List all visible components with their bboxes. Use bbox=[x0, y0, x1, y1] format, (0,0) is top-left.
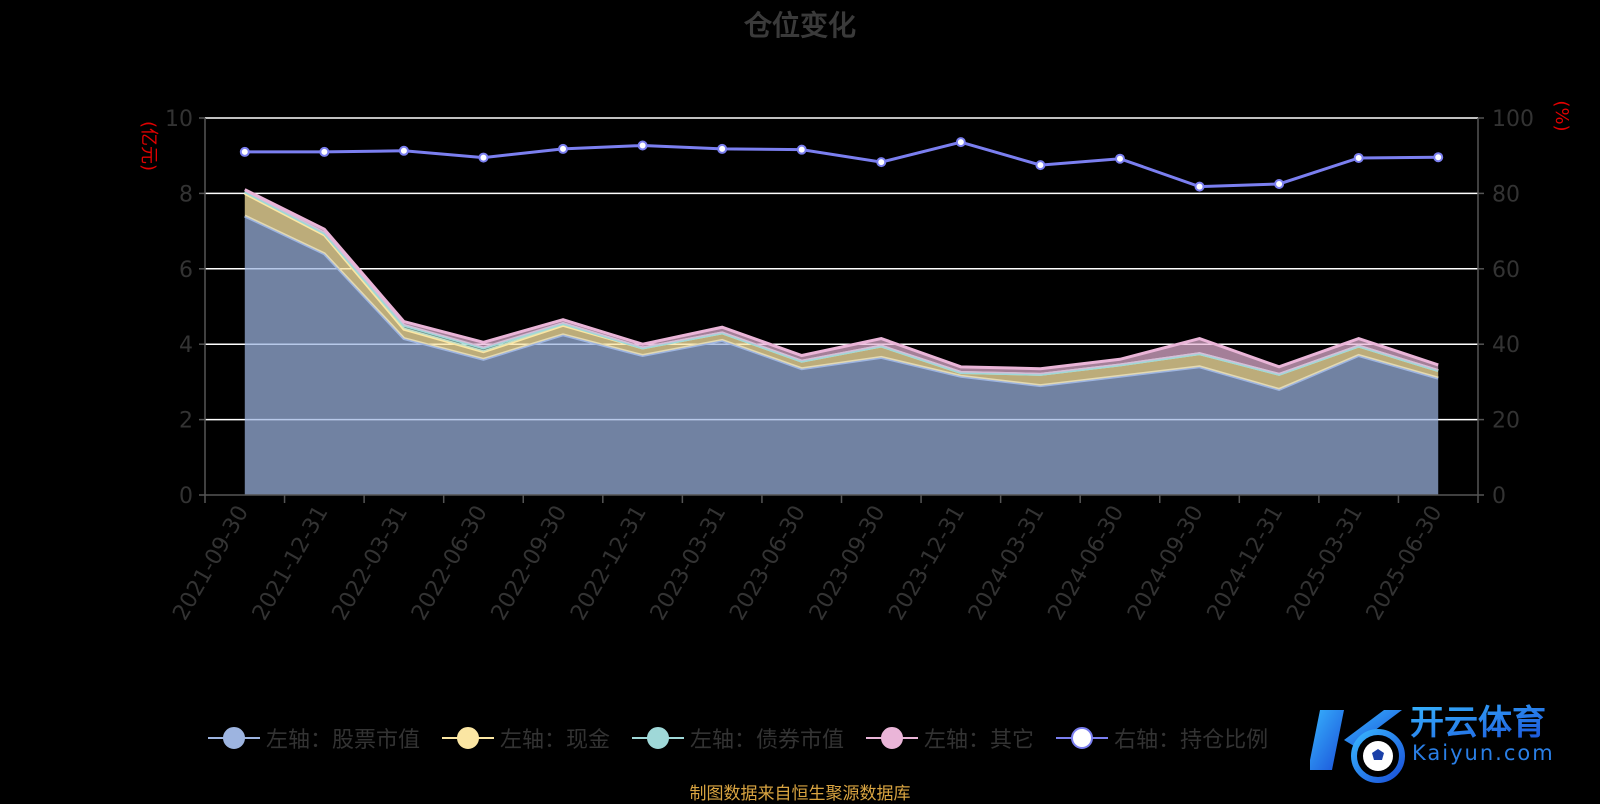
right-tick-label: 0 bbox=[1492, 484, 1506, 509]
x-tick-label: 2024-09-30 bbox=[1123, 502, 1209, 625]
ratio-point bbox=[1035, 160, 1046, 171]
area-edge-4 bbox=[244, 188, 1439, 371]
stacked-areas bbox=[244, 188, 1439, 495]
legend-label: 左轴：股票市值 bbox=[266, 728, 421, 753]
x-tick-label: 2025-03-31 bbox=[1282, 502, 1368, 625]
legend-symbol-icon bbox=[866, 727, 919, 749]
x-tick-label: 2023-09-30 bbox=[805, 502, 891, 625]
legend-label: 左轴：现金 bbox=[500, 728, 611, 753]
x-tick-label: 2022-06-30 bbox=[407, 502, 493, 625]
ratio-point bbox=[478, 152, 489, 163]
right-axis-unit: (%) bbox=[1551, 100, 1572, 131]
legend-symbol-icon bbox=[1056, 727, 1109, 749]
ratio-line-path bbox=[244, 140, 1439, 189]
legend-item[interactable]: 右轴：持仓比例 bbox=[1056, 722, 1268, 754]
legend: 左轴：股票市值 左轴：现金 左轴：债券市值 左轴：其它 右轴：持仓比例 bbox=[208, 718, 1290, 758]
ratio-point bbox=[239, 146, 250, 157]
left-tick-label: 8 bbox=[179, 182, 193, 207]
right-tick-label: 60 bbox=[1492, 258, 1520, 283]
x-tick-label: 2023-06-30 bbox=[725, 502, 811, 625]
left-tick-label: 6 bbox=[179, 258, 193, 283]
x-tick-label: 2023-12-31 bbox=[884, 502, 970, 625]
left-tick-label: 4 bbox=[179, 333, 193, 358]
chart-title: 仓位变化 bbox=[743, 9, 856, 42]
right-tick-label: 100 bbox=[1492, 107, 1534, 132]
logo-k-arm bbox=[1344, 710, 1402, 746]
x-tick-label: 2022-09-30 bbox=[487, 502, 573, 625]
x-tick-label: 2021-12-31 bbox=[248, 502, 334, 625]
soccer-ball-patch bbox=[1372, 749, 1384, 760]
ratio-point bbox=[1274, 178, 1285, 189]
ratio-point bbox=[558, 143, 569, 154]
left-axis-unit: (亿元) bbox=[138, 121, 159, 171]
x-tick-label: 2022-03-31 bbox=[328, 502, 414, 625]
ratio-point bbox=[796, 144, 807, 155]
ratio-point bbox=[1353, 152, 1364, 163]
area-2 bbox=[244, 193, 1439, 390]
ratio-point bbox=[398, 145, 409, 156]
x-tick-label: 2024-06-30 bbox=[1044, 502, 1130, 625]
logo-ball-ring bbox=[1351, 729, 1405, 783]
legend-item[interactable]: 左轴：债券市值 bbox=[632, 722, 844, 754]
right-tick-label: 20 bbox=[1492, 409, 1520, 434]
ratio-point bbox=[955, 137, 966, 148]
ratio-point bbox=[876, 157, 887, 168]
right-tick-label: 40 bbox=[1492, 333, 1520, 358]
legend-label: 右轴：持仓比例 bbox=[1114, 728, 1269, 753]
ratio-point bbox=[319, 146, 330, 157]
watermark-domain-text: Kaiyun.com bbox=[1412, 741, 1555, 765]
logo-k-stem bbox=[1310, 710, 1344, 770]
legend-symbol-icon bbox=[208, 727, 260, 749]
x-tick-label: 2022-12-31 bbox=[566, 502, 652, 625]
legend-label: 左轴：其它 bbox=[924, 728, 1035, 753]
ratio-point bbox=[637, 140, 648, 151]
x-tick-label: 2023-03-31 bbox=[646, 502, 732, 625]
legend-item[interactable]: 左轴：股票市值 bbox=[208, 722, 420, 754]
legend-symbol-icon bbox=[442, 727, 495, 749]
x-tick-label: 2024-03-31 bbox=[964, 502, 1050, 625]
x-tick-label: 2021-09-30 bbox=[168, 502, 254, 625]
ratio-point bbox=[717, 143, 728, 154]
legend-item[interactable]: 左轴：现金 bbox=[442, 722, 610, 754]
ratio-point bbox=[1194, 181, 1205, 192]
ratio-line bbox=[239, 137, 1444, 192]
left-tick-label: 10 bbox=[165, 107, 193, 132]
legend-label: 左轴：债券市值 bbox=[690, 728, 845, 753]
ratio-point bbox=[1433, 152, 1444, 163]
watermark-brand-text: 开云体育 bbox=[1410, 703, 1546, 743]
right-tick-label: 80 bbox=[1492, 182, 1520, 207]
left-tick-label: 2 bbox=[179, 409, 193, 434]
x-tick-label: 2024-12-31 bbox=[1203, 502, 1289, 625]
x-tick-label: 2025-06-30 bbox=[1362, 502, 1448, 625]
area-1 bbox=[244, 216, 1439, 495]
legend-symbol-icon bbox=[632, 727, 685, 749]
kaiyun-watermark-logo: 开云体育 Kaiyun.com bbox=[1310, 703, 1555, 783]
ratio-point bbox=[1114, 153, 1125, 164]
left-tick-label: 0 bbox=[179, 484, 193, 509]
area-4 bbox=[244, 189, 1439, 375]
data-source-note: 制图数据来自恒生聚源数据库 bbox=[689, 784, 911, 804]
legend-item[interactable]: 左轴：其它 bbox=[866, 722, 1034, 754]
